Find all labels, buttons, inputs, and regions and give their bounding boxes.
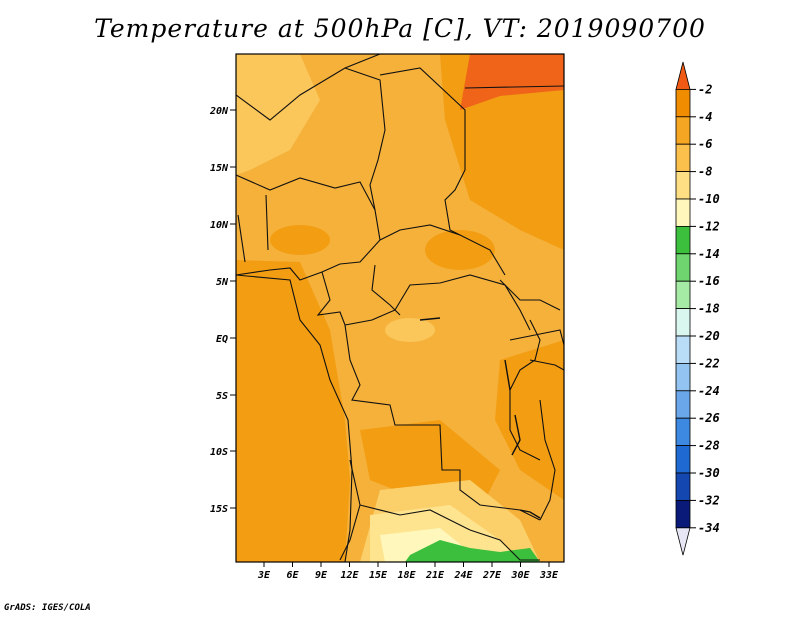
colorbar-cell [675, 308, 691, 337]
lon-tick-label: 18E [397, 570, 416, 581]
colorbar-label: -16 [698, 274, 720, 288]
colorbar-label: -10 [698, 192, 720, 206]
colorbar-cell [675, 472, 691, 501]
colorbar-cell [675, 280, 691, 310]
lat-tick-label: 10N [210, 220, 229, 231]
map-frame [235, 53, 565, 563]
colorbar-cell [675, 89, 691, 118]
colorbar-cell [675, 390, 691, 419]
colorbar-label: -22 [698, 356, 720, 370]
lakes [419, 317, 541, 519]
lat-tick-label: 5S [216, 391, 228, 402]
lat-tick-label: 15N [210, 163, 229, 174]
colorbar-cell [675, 335, 691, 364]
lat-tick-label: 20N [209, 106, 229, 117]
lon-tick-label: 12E [340, 570, 359, 581]
lat-tick-label: 15S [210, 504, 228, 515]
colorbar-cell [675, 143, 691, 172]
colorbar-label: -12 [698, 219, 720, 233]
lat-tick-label: 5N [216, 277, 229, 288]
colorbar-top-arrow [675, 61, 691, 90]
lon-tick-label: 24E [453, 570, 473, 581]
colorbar-label: -18 [698, 302, 720, 316]
colorbar-cell [675, 445, 691, 474]
lon-tick-label: 21E [425, 570, 445, 581]
colorbar-label: -14 [698, 247, 720, 261]
colorbar-cell [675, 225, 691, 255]
colorbar-label: -28 [698, 439, 720, 453]
colorbar-cell [675, 499, 691, 529]
lat-tick-label: 10S [210, 447, 228, 458]
colorbar-bottom-arrow [675, 527, 691, 556]
country-borders [236, 54, 564, 562]
colorbar-cell [675, 253, 691, 282]
field-warmest-corner [460, 54, 564, 110]
temperature-field [236, 54, 564, 562]
colorbar-cell [675, 362, 691, 392]
colorbar-cell [675, 171, 691, 200]
field-patch [385, 318, 435, 342]
colorbar-label: -32 [698, 493, 720, 507]
lon-tick-label: 33E [539, 570, 559, 581]
field-patch [270, 225, 330, 255]
colorbar-label: -20 [698, 329, 720, 343]
colorbar-label: -2 [698, 82, 712, 96]
colorbar-label: -30 [698, 466, 720, 480]
colorbar-label: -8 [698, 165, 712, 179]
colorbar-cell [675, 198, 691, 227]
colorbar-label: -34 [698, 521, 720, 535]
colorbar-label: -26 [698, 411, 720, 425]
lon-tick-label: 6E [286, 570, 299, 581]
colorbar-cell [675, 116, 691, 145]
colorbar-label: -4 [698, 110, 712, 124]
colorbar-label: -24 [698, 384, 720, 398]
grads-credit: GrADS: IGES/COLA [4, 603, 91, 613]
colorbar-cell [675, 417, 691, 447]
colorbar-labels: -2 -4 -6 -8 -10 -12 -14 -16 -18 -20 -22 -24 -26 -28 -3… [690, 82, 720, 535]
field-southeast [495, 340, 564, 500]
colorbar-label: -6 [698, 137, 712, 151]
field-patch [425, 230, 495, 270]
lat-tick-label: EQ [216, 334, 228, 345]
lon-tick-label: 30E [510, 570, 530, 581]
lon-tick-label: 27E [482, 570, 502, 581]
field-northwest-cool [236, 54, 320, 175]
longitude-axis: 3E 6E 9E 12E 15E 18E 21E 24E 27E 30E 33E [257, 562, 559, 581]
chart-title: Temperature at 500hPa [C], VT: 201909070… [94, 14, 706, 43]
lon-tick-label: 3E [257, 570, 271, 581]
colorbar-cells [675, 61, 691, 556]
field-west-ocean [236, 260, 350, 562]
lon-tick-label: 9E [315, 570, 328, 581]
lon-tick-label: 15E [369, 570, 388, 581]
latitude-axis: 20N 15N 10N 5N EQ 5S 10S 15S [209, 106, 236, 515]
field-band-minus14 [405, 540, 540, 562]
